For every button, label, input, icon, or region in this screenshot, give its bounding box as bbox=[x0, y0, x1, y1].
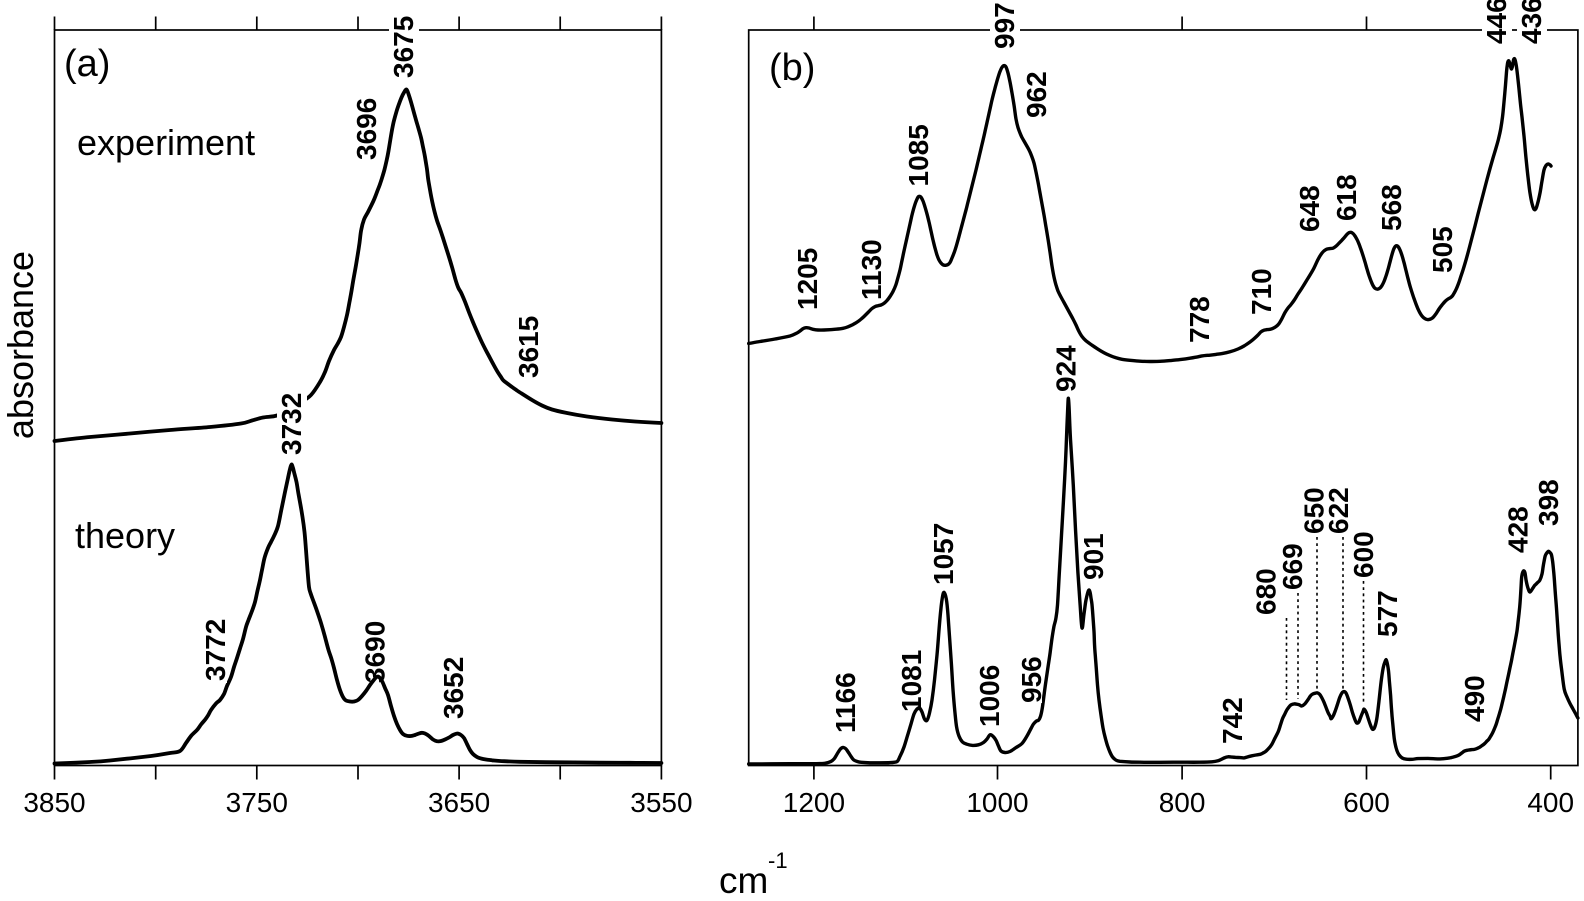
svg-text:600: 600 bbox=[1343, 787, 1390, 818]
svg-text:490: 490 bbox=[1459, 675, 1490, 722]
svg-text:1085: 1085 bbox=[903, 124, 934, 186]
svg-text:997: 997 bbox=[989, 2, 1020, 49]
svg-text:theory: theory bbox=[75, 515, 175, 556]
svg-text:1081: 1081 bbox=[896, 650, 927, 712]
svg-text:710: 710 bbox=[1246, 268, 1277, 315]
svg-text:3850: 3850 bbox=[23, 787, 85, 818]
svg-text:901: 901 bbox=[1078, 533, 1109, 580]
svg-text:400: 400 bbox=[1527, 787, 1574, 818]
svg-text:669: 669 bbox=[1277, 543, 1308, 590]
svg-text:cm: cm bbox=[719, 860, 768, 896]
svg-text:3690: 3690 bbox=[360, 621, 391, 683]
svg-text:(b): (b) bbox=[769, 47, 815, 89]
svg-text:680: 680 bbox=[1251, 568, 1282, 615]
svg-text:1166: 1166 bbox=[830, 672, 861, 733]
svg-text:3650: 3650 bbox=[428, 787, 490, 818]
svg-text:962: 962 bbox=[1021, 71, 1052, 118]
svg-text:428: 428 bbox=[1503, 506, 1534, 553]
svg-text:3732: 3732 bbox=[276, 393, 307, 455]
svg-text:436: 436 bbox=[1516, 0, 1547, 44]
svg-text:3675: 3675 bbox=[388, 16, 419, 78]
svg-text:3696: 3696 bbox=[351, 98, 382, 160]
svg-text:446: 446 bbox=[1481, 0, 1512, 44]
svg-text:experiment: experiment bbox=[77, 122, 255, 163]
svg-text:3750: 3750 bbox=[226, 787, 288, 818]
svg-text:648: 648 bbox=[1294, 185, 1325, 232]
svg-text:778: 778 bbox=[1184, 296, 1215, 343]
svg-text:1057: 1057 bbox=[928, 523, 959, 585]
svg-text:622: 622 bbox=[1323, 487, 1354, 534]
svg-text:600: 600 bbox=[1348, 531, 1379, 578]
svg-text:650: 650 bbox=[1299, 487, 1330, 534]
svg-text:577: 577 bbox=[1372, 590, 1403, 637]
svg-text:956: 956 bbox=[1016, 656, 1047, 703]
svg-text:-1: -1 bbox=[768, 848, 788, 873]
svg-text:1130: 1130 bbox=[856, 239, 887, 300]
svg-text:1000: 1000 bbox=[966, 787, 1028, 818]
svg-text:505: 505 bbox=[1427, 226, 1458, 273]
svg-text:924: 924 bbox=[1051, 345, 1082, 392]
svg-text:(a): (a) bbox=[64, 43, 110, 85]
svg-text:1006: 1006 bbox=[974, 665, 1005, 727]
svg-text:618: 618 bbox=[1331, 174, 1362, 221]
svg-text:800: 800 bbox=[1159, 787, 1206, 818]
svg-text:3550: 3550 bbox=[630, 787, 692, 818]
svg-text:568: 568 bbox=[1376, 184, 1407, 231]
svg-text:3772: 3772 bbox=[200, 619, 231, 681]
svg-text:742: 742 bbox=[1217, 697, 1248, 744]
svg-text:1205: 1205 bbox=[792, 248, 823, 310]
svg-text:3615: 3615 bbox=[513, 316, 544, 378]
svg-text:398: 398 bbox=[1533, 479, 1564, 526]
svg-text:absorbance: absorbance bbox=[0, 251, 41, 439]
svg-text:3652: 3652 bbox=[438, 657, 469, 719]
svg-text:1200: 1200 bbox=[783, 787, 845, 818]
